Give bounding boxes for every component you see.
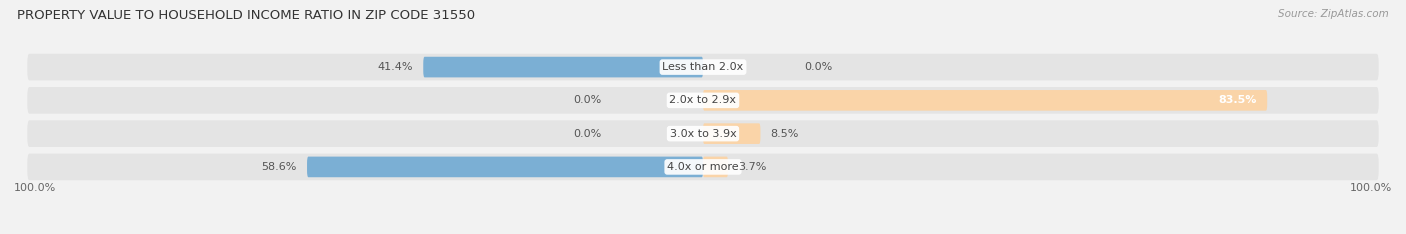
Text: 41.4%: 41.4% [378,62,413,72]
Text: 0.0%: 0.0% [574,129,602,139]
FancyBboxPatch shape [703,123,761,144]
Text: 0.0%: 0.0% [574,95,602,105]
Text: Source: ZipAtlas.com: Source: ZipAtlas.com [1278,9,1389,19]
Text: 58.6%: 58.6% [262,162,297,172]
FancyBboxPatch shape [423,57,703,77]
Text: PROPERTY VALUE TO HOUSEHOLD INCOME RATIO IN ZIP CODE 31550: PROPERTY VALUE TO HOUSEHOLD INCOME RATIO… [17,9,475,22]
Text: 2.0x to 2.9x: 2.0x to 2.9x [669,95,737,105]
FancyBboxPatch shape [703,157,728,177]
FancyBboxPatch shape [27,120,1379,147]
FancyBboxPatch shape [307,157,703,177]
Text: 4.0x or more: 4.0x or more [668,162,738,172]
Text: 100.0%: 100.0% [14,183,56,193]
Text: 3.0x to 3.9x: 3.0x to 3.9x [669,129,737,139]
Text: 8.5%: 8.5% [770,129,799,139]
Text: 83.5%: 83.5% [1219,95,1257,105]
Text: 3.7%: 3.7% [738,162,766,172]
FancyBboxPatch shape [27,154,1379,180]
Text: 0.0%: 0.0% [804,62,832,72]
FancyBboxPatch shape [27,87,1379,114]
Text: 100.0%: 100.0% [1350,183,1392,193]
Text: Less than 2.0x: Less than 2.0x [662,62,744,72]
FancyBboxPatch shape [27,54,1379,80]
FancyBboxPatch shape [703,90,1267,111]
